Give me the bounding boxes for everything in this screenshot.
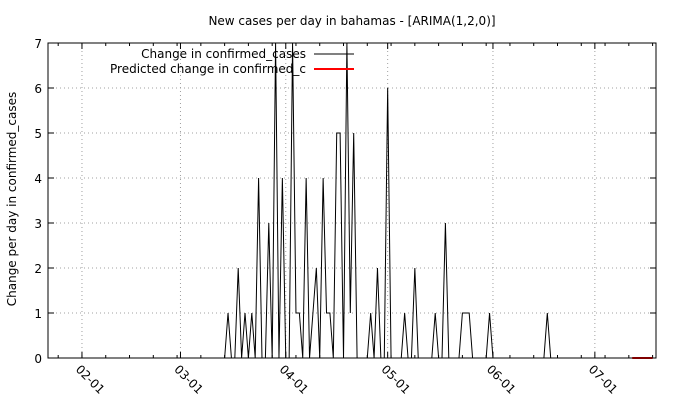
series-layer bbox=[224, 42, 653, 359]
y-tick-label: 2 bbox=[34, 262, 42, 276]
y-tick-label: 5 bbox=[34, 127, 42, 141]
y-axis-label: Change per day in confirmed_cases bbox=[5, 92, 19, 307]
x-tick-label: 07-01 bbox=[586, 362, 621, 397]
y-tick-label: 1 bbox=[34, 307, 42, 321]
plot-frame bbox=[47, 42, 657, 359]
y-tick-label: 7 bbox=[34, 37, 42, 51]
legend-label-0: Change in confirmed_cases bbox=[141, 47, 306, 61]
x-tick-label: 05-01 bbox=[379, 362, 414, 397]
y-tick-label: 4 bbox=[34, 172, 42, 186]
chart-title: New cases per day in bahamas - [ARIMA(1,… bbox=[208, 14, 495, 28]
x-tick-label: 03-01 bbox=[171, 362, 206, 397]
legend-label-1: Predicted change in confirmed_c bbox=[110, 62, 306, 76]
x-tick-label: 06-01 bbox=[484, 362, 519, 397]
y-tick-label: 3 bbox=[34, 217, 42, 231]
x-tick-label: 02-01 bbox=[73, 362, 108, 397]
y-tick-label: 0 bbox=[34, 352, 42, 366]
y-tick-label: 6 bbox=[34, 82, 42, 96]
series-line-actual bbox=[224, 42, 629, 359]
x-tick-label: 04-01 bbox=[277, 362, 312, 397]
